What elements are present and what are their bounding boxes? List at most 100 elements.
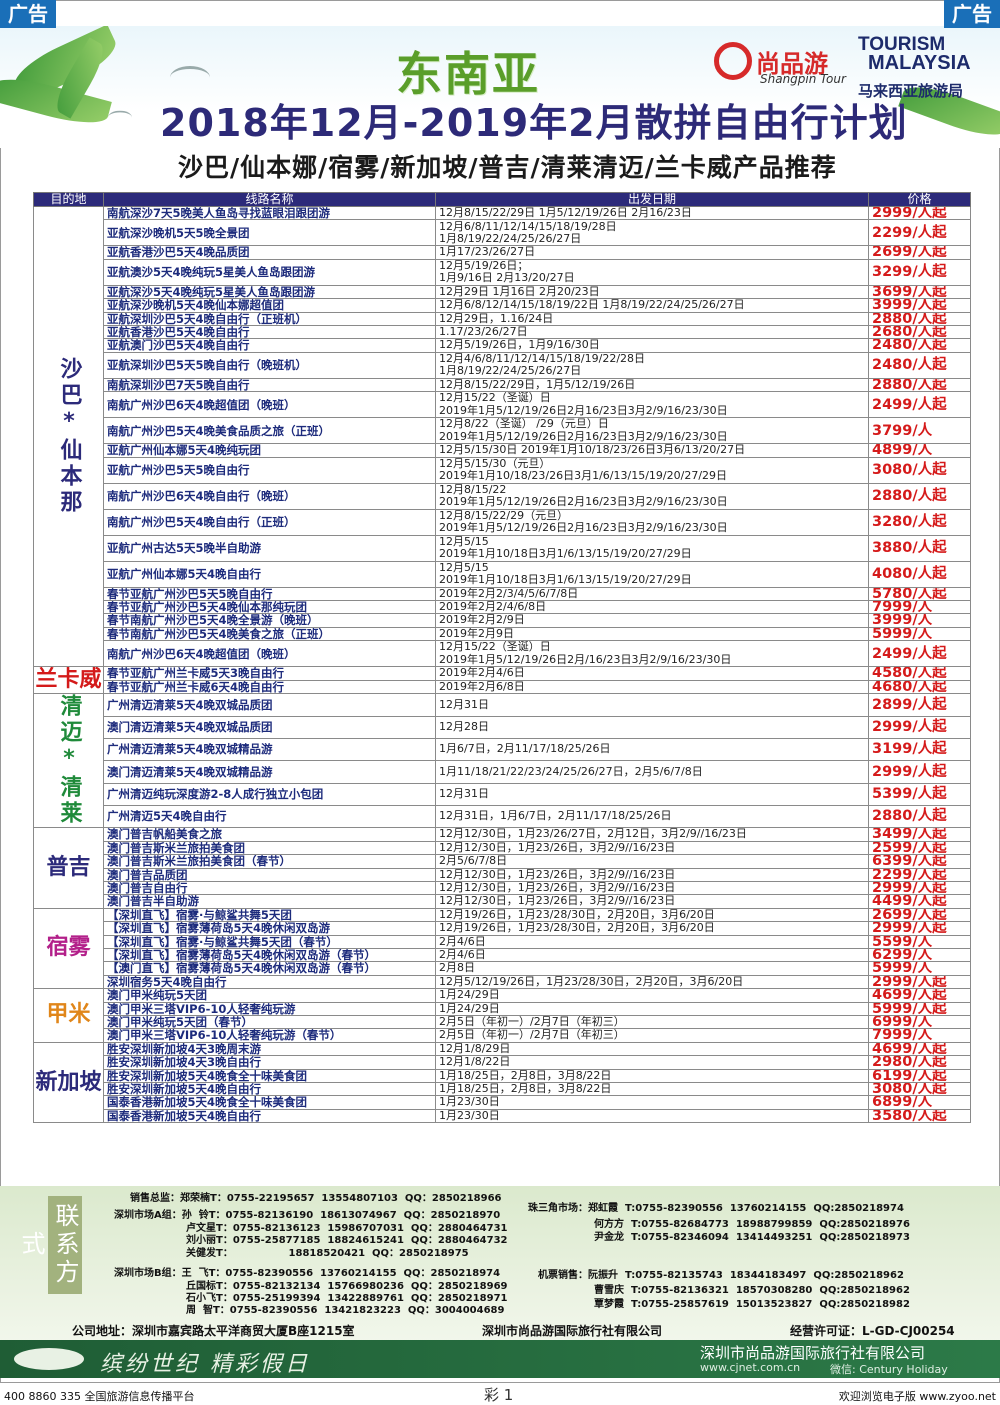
- date-cell: 12月29日 1月16日 2月20/23日: [435, 284, 869, 300]
- destination-cell: 宿雾: [33, 907, 104, 990]
- ad-tag-right: 广告: [944, 0, 1000, 28]
- slogan: 缤纷世纪 精彩假日: [100, 1352, 310, 1377]
- shangpin-logo: 尚品游 Shangpin Tour: [714, 32, 854, 92]
- price-cell: 3999/人起: [868, 298, 971, 313]
- route-cell: 南航广州沙巴6天4晚超值团（晚班）: [103, 391, 436, 419]
- date-cell: 1月18/25日，2月8日，3月8/22日: [435, 1068, 869, 1084]
- route-cell: 澳门普吉帆船美食之旅: [103, 827, 436, 842]
- banner-company: 深圳市尚品游国际旅行社有限公司: [700, 1344, 926, 1362]
- date-cell: 12月5/19/26日，1月9/16/30日: [435, 338, 869, 353]
- contact-line: 关健发T： 18818520421 QQ：2850218975: [186, 1248, 469, 1259]
- route-cell: 亚航深圳沙巴5天5晚自由行（晚班机）: [103, 351, 436, 379]
- route-cell: 【澳门直飞】宿雾薄荷岛5天4晚休闲双岛游（春节）: [103, 961, 436, 976]
- price-cell: 4580/人起: [868, 666, 971, 681]
- date-cell: 12月6/8/12/14/15/18/19/22日 1月8/19/22/24/2…: [435, 298, 869, 313]
- route-cell: 亚航澳门沙巴5天4晚自由行: [103, 338, 436, 353]
- table-row: 南航广州沙巴6天4晚自由行（晚班） 12月8/15/22 2019年1月5/12/…: [34, 482, 971, 510]
- destination-cell: 兰卡威: [33, 666, 104, 695]
- table-row: 亚航澳沙5天4晚纯玩5星美人鱼岛跟团游 12月5/19/26日； 1月9/16日 …: [34, 258, 971, 286]
- date-cell: 2019年2月2/3/4/5/6/7/8日: [435, 586, 869, 602]
- footer-right: 欢迎浏览电子版 www.zyoo.net: [838, 1390, 996, 1403]
- route-cell: 南航广州沙巴5天4晚自由行（正班）: [103, 508, 436, 536]
- price-cell: 2480/人起: [868, 338, 971, 353]
- table-row: 南航深圳沙巴7天5晚自由行 12月8/15/22/29日，1月5/12/19/26…: [34, 377, 971, 393]
- price-cell: 3699/人起: [868, 284, 971, 300]
- table-row: 胜安深圳新加坡4天3晚自由行 12月1/8/22日 2980/人起: [34, 1055, 971, 1070]
- price-cell: 3999/人: [868, 613, 971, 628]
- price-cell: 7999/人: [868, 1028, 971, 1043]
- date-cell: 2月8日: [435, 961, 869, 976]
- table-row: 亚航香港沙巴5天4晚自由行 1.17/23/26/27日 2680/人起: [34, 325, 971, 340]
- price-cell: 2499/人起: [868, 391, 971, 419]
- route-cell: 亚航深圳沙巴5天4晚自由行（正班机）: [103, 311, 436, 327]
- price-cell: 2699/人起: [868, 907, 971, 923]
- column-header: 出发日期: [435, 192, 869, 207]
- date-cell: 1月17/23/26/27日: [435, 245, 869, 260]
- table-row: 广州清迈5天4晚自由行 12月31日，1月6/7日，2月11/17/18/25/2…: [34, 804, 971, 829]
- contact-line: 丘国标T：0755-82132134 15766980236 QQ：285021…: [186, 1281, 508, 1292]
- route-cell: 亚航深沙5天4晚纯玩5星美人鱼岛跟团游: [103, 284, 436, 300]
- table-row: 【深圳直飞】宿雾薄荷岛5天4晚休闲双岛游（春节） 2月4/6日 6299/人: [34, 947, 971, 963]
- route-cell: 春节亚航广州沙巴5天4晚仙本那纯玩团: [103, 600, 436, 615]
- price-cell: 2499/人起: [868, 640, 971, 668]
- price-cell: 4680/人起: [868, 679, 971, 695]
- date-cell: 12月12/30日，1月23/26日，3月2/9//16/23日: [435, 867, 869, 882]
- table-row: 南航广州沙巴5天4晚自由行（正班） 12月8/15/22/29（元旦） 2019年…: [34, 508, 971, 536]
- contact-line: 尹金龙 T:0755-82346094 13414493251 QQ:28502…: [594, 1232, 910, 1243]
- contact-line: 销售总监：郑荣楠T：0755-22195657 13554807103 QQ：2…: [130, 1193, 502, 1204]
- date-cell: 12月5/15/30日 2019年1月10/18/23/26日3月6/13/20…: [435, 443, 869, 458]
- price-cell: 3880/人起: [868, 534, 971, 562]
- route-cell: 南航深圳沙巴7天5晚自由行: [103, 377, 436, 393]
- route-cell: 【深圳直飞】宿雾薄荷岛5天4晚休闲双岛游（春节）: [103, 947, 436, 963]
- route-cell: 南航深沙7天5晚美人鱼岛寻找蓝眼泪跟团游: [103, 205, 436, 221]
- price-cell: 2880/人起: [868, 482, 971, 510]
- column-header: 价格: [868, 192, 971, 207]
- price-cell: 6899/人: [868, 1095, 971, 1110]
- date-cell: 2019年2月9日: [435, 626, 869, 642]
- table-row: 【深圳直飞】宿雾薄荷岛5天4晚休闲双岛游 12月19/26日，1月23/28/30…: [34, 921, 971, 936]
- price-cell: 2699/人起: [868, 245, 971, 260]
- route-cell: 澳门清迈清莱5天4晚双城精品游: [103, 760, 436, 784]
- route-cell: 亚航广州古达5天5晚半自助游: [103, 534, 436, 562]
- date-cell: 12月19/26日，1月23/28/30日，2月20日，3月6/20日: [435, 907, 869, 923]
- date-cell: 12月5/15 2019年1月10/18日3月1/6/13/15/19/20/2…: [435, 560, 869, 588]
- table-row: 春节亚航广州沙巴5天4晚仙本那纯玩团 2019年2月2/4/6/8日 7999/人: [34, 600, 971, 615]
- price-cell: 3080/人起: [868, 1081, 971, 1097]
- contact-line: 刘小丽T：0755-25877185 18824615241 QQ：288046…: [186, 1235, 508, 1246]
- route-cell: 广州清迈清莱5天4晚双城品质团: [103, 693, 436, 717]
- date-cell: 12月4/6/8/11/12/14/15/18/19/22/28日 1月8/19…: [435, 351, 869, 379]
- price-cell: 3280/人起: [868, 508, 971, 536]
- date-cell: 12月1/8/22日: [435, 1055, 869, 1070]
- price-cell: 2880/人起: [868, 377, 971, 393]
- route-cell: 澳门普吉斯米兰旅拍美食团: [103, 840, 436, 856]
- table-row: 亚航广州古达5天5晚半自助游 12月5/15 2019年1月10/18日3月1/6…: [34, 534, 971, 562]
- table-row: 南航广州沙巴5天4晚美食品质之旅（正班） 12月8/22（圣诞） /29（元旦）日…: [34, 417, 971, 445]
- price-cell: 4699/人起: [868, 988, 971, 1003]
- route-cell: 亚航广州仙本娜5天4晚自由行: [103, 560, 436, 588]
- date-cell: 12月31日: [435, 782, 869, 806]
- destination-cell: 普吉: [33, 827, 104, 909]
- price-cell: 5999/人: [868, 626, 971, 642]
- price-cell: 4899/人: [868, 443, 971, 458]
- price-cell: 6999/人: [868, 1014, 971, 1030]
- table-row: 胜安深圳新加坡5天4晚食全十味美食团 1月18/25日，2月8日，3月8/22日 6…: [34, 1068, 971, 1084]
- route-cell: 澳门普吉半自助游: [103, 894, 436, 909]
- route-cell: 国泰香港新加坡5天4晚自由行: [103, 1108, 436, 1124]
- column-header: 线路名称: [103, 192, 436, 207]
- shangpin-logo-en: Shangpin Tour: [760, 72, 846, 86]
- date-cell: 2月5日（年初一）/2月7日（年初三）: [435, 1014, 869, 1030]
- route-cell: 春节南航广州沙巴5天4晚美食之旅（正班）: [103, 626, 436, 642]
- seagull-image: [170, 66, 210, 89]
- contact-line: 深圳市场A组：孙 铃T：0755-82136190 18613074967 QQ…: [114, 1210, 501, 1221]
- route-cell: 澳门清迈清莱5天4晚双城品质团: [103, 715, 436, 739]
- table-row: 普吉 澳门普吉帆船美食之旅 12月12/30日，1月23/26/27日，2月12日，…: [33, 827, 971, 909]
- page-title: 2018年12月-2019年2月散拼自由行计划: [160, 101, 908, 145]
- table-row: 澳门普吉斯米兰旅拍美食团 12月12/30日，1月23/26日，3月2/9//16…: [34, 840, 971, 856]
- route-cell: 【深圳直飞】宿雾·与鲸鲨共舞5天团（春节）: [103, 934, 436, 949]
- contact-line: 曹雪庆 T:0755-82136321 18570308280 QQ:28502…: [594, 1285, 910, 1296]
- table-row: 澳门普吉自由行 12月12/30日，1月23/26日，3月2/9//16/23日 2…: [34, 880, 971, 896]
- route-cell: 亚航广州沙巴5天5晚自由行: [103, 456, 436, 484]
- route-cell: 春节亚航广州兰卡威6天4晚自由行: [103, 679, 436, 695]
- table-row: 亚航深沙5天4晚纯玩5星美人鱼岛跟团游 12月29日 1月16日 2月20/23日…: [34, 284, 971, 300]
- route-cell: 春节南航广州沙巴5天4晚全景游（晚班）: [103, 613, 436, 628]
